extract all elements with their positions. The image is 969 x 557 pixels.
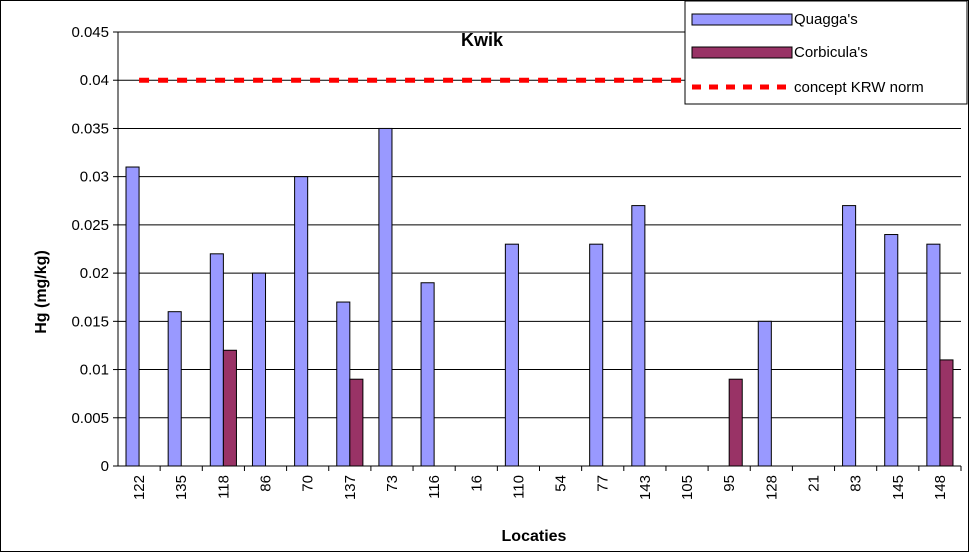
bar [884, 234, 899, 467]
x-tick-label: 70 [300, 475, 317, 492]
y-tick-label: 0.03 [80, 169, 109, 186]
bar [504, 243, 519, 467]
y-tick-label: 0.005 [71, 410, 109, 427]
y-tick-label: 0.02 [80, 265, 109, 282]
bar [589, 243, 604, 467]
plot-area: 0 0.005 0.01 0.015 0.02 0.025 0.03 0.035 0.04 0.0… [71, 24, 962, 500]
bar [167, 311, 182, 467]
legend-label-quaggas: Quagga's [794, 11, 858, 28]
x-tick-label: 21 [805, 475, 822, 492]
x-tick-label: 54 [553, 475, 570, 492]
y-tick-label: 0.04 [80, 72, 109, 89]
bar [209, 253, 224, 467]
bar [378, 127, 393, 467]
x-tick-label: 135 [173, 475, 190, 500]
y-tick-label: 0.01 [80, 362, 109, 379]
bar [926, 243, 941, 467]
x-tick-label: 83 [848, 475, 865, 492]
bar [728, 378, 743, 467]
y-tick-label: 0.015 [71, 313, 109, 330]
y-tick-label: 0 [101, 458, 109, 475]
bar [222, 349, 237, 467]
bar [251, 272, 267, 467]
bar [757, 320, 772, 467]
x-tick-label: 148 [932, 475, 949, 500]
bar [842, 205, 857, 467]
legend: Quagga's Corbicula's concept KRW norm [684, 0, 968, 105]
x-tick-label: 137 [342, 475, 359, 500]
y-tick-label: 0.035 [71, 120, 109, 137]
y-axis-title: Hg (mg/kg) [33, 250, 50, 334]
legend-label-corbiculas: Corbicula's [794, 44, 868, 61]
bar [420, 282, 435, 467]
bar [349, 378, 364, 467]
legend-label-krw-norm: concept KRW norm [794, 79, 924, 96]
x-tick-label: 77 [595, 475, 612, 492]
x-tick-label: 145 [890, 475, 907, 500]
y-tick-label: 0.045 [71, 24, 109, 41]
legend-swatch-quaggas [691, 13, 793, 26]
bar [336, 301, 351, 467]
x-tick-label: 105 [679, 475, 696, 500]
x-tick-label: 86 [258, 475, 275, 492]
x-tick-label: 110 [510, 475, 527, 499]
chart-title: Kwik [461, 30, 504, 50]
x-tick-label: 116 [426, 475, 443, 499]
bar [939, 359, 954, 467]
bar [631, 205, 646, 467]
x-tick-label: 16 [468, 475, 485, 492]
legend-swatch-corbiculas [691, 46, 793, 59]
x-tick-label: 128 [763, 475, 780, 500]
bar [125, 166, 140, 467]
x-axis-title: Locaties [502, 528, 567, 545]
x-tick-label: 118 [215, 475, 232, 499]
y-tick-label: 0.025 [71, 217, 109, 234]
x-tick-label: 95 [721, 475, 738, 492]
x-tick-label: 143 [637, 475, 654, 500]
x-tick-label: 122 [131, 475, 148, 500]
x-tick-label: 73 [384, 475, 401, 492]
bar [294, 176, 309, 467]
